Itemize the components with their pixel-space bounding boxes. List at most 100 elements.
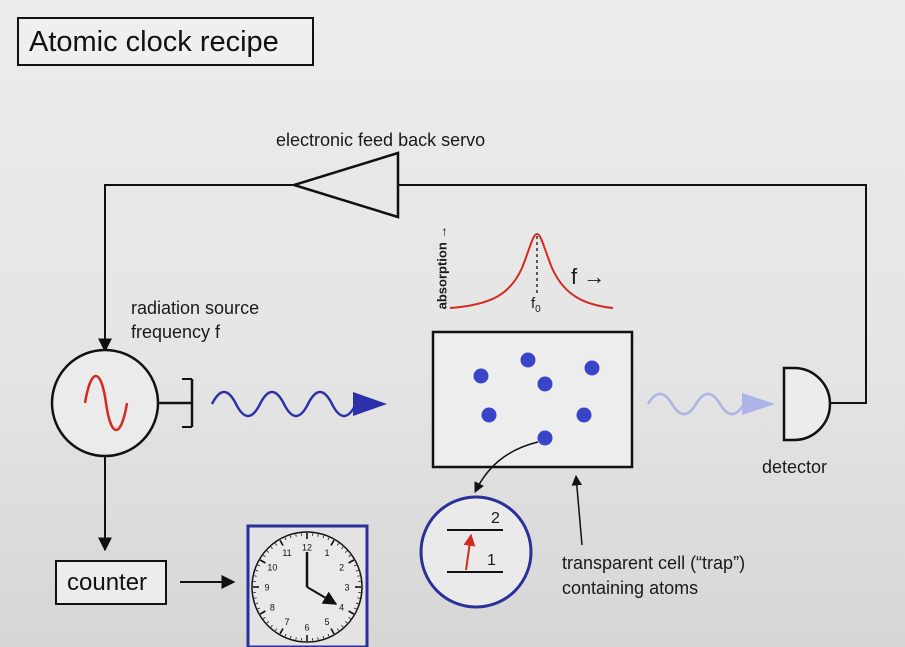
atom [576, 407, 592, 423]
clock-tick [327, 537, 330, 541]
absorption-axis-label: absorption → [434, 225, 450, 310]
clock-number: 3 [344, 583, 349, 593]
clock-tick [263, 616, 266, 620]
clock-tick [345, 550, 348, 553]
clock-tick [257, 607, 261, 610]
clock-tick [317, 637, 319, 640]
clock-tick [322, 535, 325, 539]
clock-tick [289, 635, 292, 639]
clock-tick [355, 602, 359, 605]
page-title: Atomic clock recipe [29, 26, 279, 58]
clock-tick [317, 534, 319, 537]
clock-tick [348, 616, 351, 620]
clock-tick [257, 564, 261, 567]
radiation-wave [210, 390, 358, 418]
cell-label-pointer [571, 474, 583, 546]
atom [473, 368, 489, 384]
clock-tick [345, 621, 348, 624]
clock-tick [255, 602, 259, 605]
clock-tick [341, 625, 344, 628]
radiation-label-line2: frequency f [131, 322, 221, 342]
detector-shape [782, 366, 832, 442]
peak-frequency-symbol: f [531, 295, 536, 312]
atom [537, 430, 553, 446]
clock-tick [289, 535, 292, 539]
clock-tick [254, 597, 257, 599]
clock-tick [259, 559, 266, 564]
atom [481, 407, 497, 423]
clock-number: 9 [264, 583, 269, 593]
clock-tick [266, 550, 269, 553]
clock-tick [348, 610, 355, 615]
clock-tick [274, 543, 278, 546]
clock-tick [295, 637, 297, 640]
clock-number: 8 [270, 603, 275, 613]
clock-number: 11 [282, 548, 291, 558]
clock-number: 4 [339, 603, 344, 613]
clock-tick [336, 543, 340, 546]
clock-tick [357, 575, 360, 577]
clock-tick [279, 628, 284, 635]
clock-tick [341, 546, 344, 549]
antenna-ends [182, 378, 192, 428]
clock-tick [357, 597, 360, 599]
cell-label-line1: transparent cell (“trap”) [562, 553, 746, 573]
transmitted-wave [646, 392, 746, 416]
clock-tick [279, 539, 284, 546]
atom [584, 360, 600, 376]
clock-number: 2 [339, 563, 344, 573]
clock-ticks [253, 533, 361, 641]
transition-arrow [463, 533, 476, 571]
clock-tick [330, 539, 335, 546]
clock-tick [336, 628, 340, 631]
counter-box: counter [55, 560, 167, 605]
antenna-icon [158, 379, 194, 427]
clock-number: 5 [324, 617, 329, 627]
clock-tick [295, 534, 297, 537]
peak-frequency-label: f0 [531, 295, 541, 315]
servo-amplifier-triangle [289, 151, 400, 219]
clock-tick [255, 569, 259, 572]
clock-tick [263, 554, 266, 558]
energy-level-upper-label: 2 [491, 510, 500, 527]
clock-tick [322, 635, 325, 639]
clock-number: 1 [324, 548, 329, 558]
clock-tick [353, 607, 357, 610]
servo-label: electronic feed back servo [276, 130, 486, 150]
atoms [473, 352, 600, 446]
transmitted-wave-arrowhead [742, 393, 775, 415]
clock-tick [254, 575, 257, 577]
clock-tick [259, 610, 266, 615]
transparent-cell [431, 330, 634, 469]
energy-level-lower-label: 1 [487, 552, 496, 569]
clock-tick [266, 621, 269, 624]
clock-tick [270, 625, 273, 628]
clock-number: 10 [267, 563, 277, 573]
clock-tick [284, 633, 287, 637]
detector-label: detector [762, 457, 828, 477]
title-box: Atomic clock recipe [17, 17, 314, 66]
clock-tick [327, 633, 330, 637]
radiation-label-line1: radiation source [131, 298, 260, 318]
frequency-axis-label: f → [571, 264, 606, 289]
atom-to-levels-pointer [474, 441, 539, 493]
energy-level-circle [419, 495, 533, 609]
clock-tick [284, 537, 287, 541]
radiation-wave-arrowhead [353, 392, 387, 416]
clock-tick [274, 628, 278, 631]
atom [520, 352, 536, 368]
clock-tick [353, 564, 357, 567]
absorption-lorentzian-curve [449, 232, 614, 309]
servo-to-source-line [98, 184, 294, 353]
clock-minute-hand [306, 586, 338, 605]
clock-tick [330, 628, 335, 635]
peak-frequency-subscript: 0 [535, 304, 541, 315]
sine-wave-icon [83, 374, 129, 432]
clock-tick [270, 546, 273, 549]
feedback-line [398, 184, 867, 404]
clock-tick [355, 569, 359, 572]
clock-number: 6 [304, 623, 309, 633]
clock-tick [348, 554, 351, 558]
